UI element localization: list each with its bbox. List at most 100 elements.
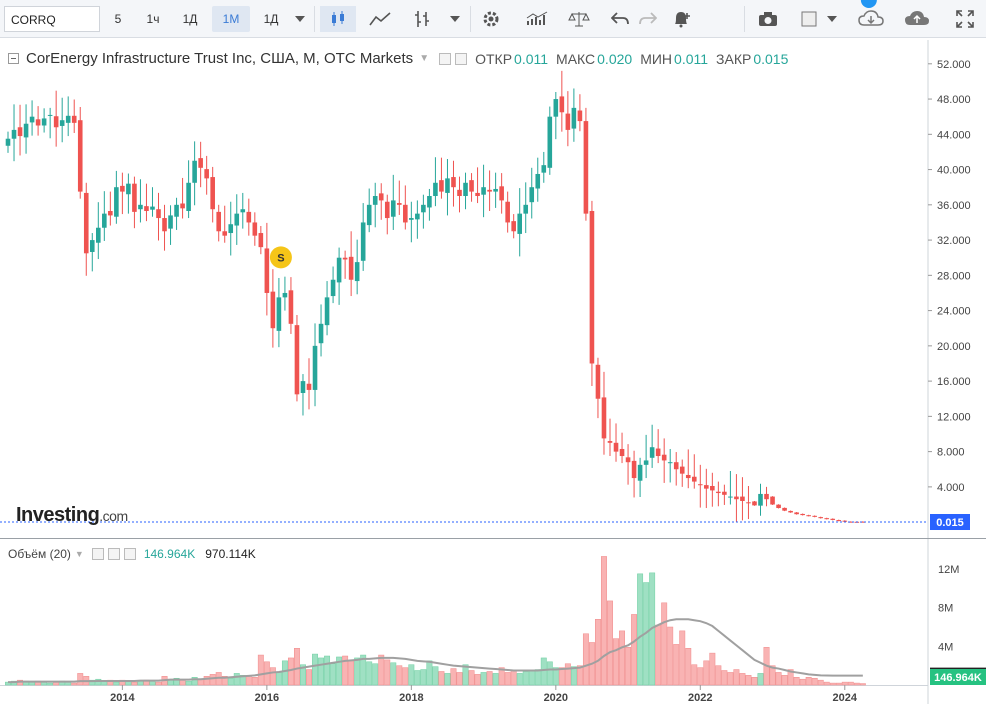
candle-body (246, 211, 252, 223)
candle-body (625, 457, 631, 463)
candle-body (517, 213, 522, 234)
volume-bar (853, 682, 860, 686)
chevron-down-icon[interactable] (822, 6, 842, 32)
candle-body (577, 110, 583, 122)
redo-icon[interactable] (634, 6, 662, 32)
eye-icon[interactable] (91, 548, 104, 560)
cloud-upload-icon[interactable] (898, 6, 936, 32)
gear-icon[interactable] (476, 6, 506, 32)
settings-icon[interactable] (455, 52, 468, 65)
candle-body (842, 520, 848, 522)
volume-bar (336, 656, 343, 686)
volume-bar (474, 674, 481, 686)
volume-bar (348, 660, 355, 686)
price-tick-label: 24.000 (937, 306, 971, 318)
dividend-marker[interactable] (860, 0, 877, 8)
volume-bar (155, 681, 162, 686)
close-value: 0.015 (753, 50, 789, 67)
candle-body (631, 460, 637, 479)
chevron-down-icon[interactable]: ▼ (74, 549, 84, 559)
volume-bar (546, 661, 553, 686)
candle-body (384, 201, 390, 219)
volume-bar (733, 669, 740, 686)
volume-bar (468, 670, 475, 686)
chevron-down-icon[interactable] (444, 6, 466, 32)
volume-bar (522, 671, 529, 686)
candle-body (818, 517, 823, 519)
candle-body (535, 173, 541, 189)
camera-icon[interactable] (752, 6, 784, 32)
interval-1h[interactable]: 1ч (146, 12, 160, 26)
volume-bar (221, 676, 228, 686)
candle-body (397, 203, 402, 205)
volume-bar (582, 633, 589, 686)
candle-body (463, 182, 468, 197)
candle-body (782, 507, 787, 511)
compare-icon[interactable] (562, 6, 596, 32)
split-marker[interactable] (269, 246, 292, 269)
candle-body (613, 442, 619, 452)
volume-bar (595, 619, 601, 686)
volume-bar (492, 673, 499, 686)
candle-body (710, 485, 715, 491)
candles-icon[interactable] (320, 6, 356, 32)
interval-dropdown[interactable]: 1Д (263, 12, 279, 26)
volume-bar (498, 667, 505, 686)
volume-bar (697, 667, 704, 686)
interval-1m[interactable]: 1М (212, 6, 250, 32)
candle-body (487, 189, 492, 192)
volume-bar (366, 661, 373, 686)
candle-body (372, 196, 378, 205)
candle-body (390, 200, 396, 217)
volume-bar (354, 657, 361, 686)
volume-bar (179, 679, 186, 686)
candle-body (234, 213, 240, 226)
cloud-download-icon[interactable] (852, 6, 890, 32)
candle-body (228, 224, 234, 234)
bars-icon[interactable] (404, 6, 440, 32)
candle-body (457, 189, 462, 197)
candle-body (722, 491, 727, 495)
undo-icon[interactable] (606, 6, 634, 32)
volume-bar (287, 657, 294, 686)
candle-body (788, 510, 793, 513)
interval-5[interactable]: 5 (114, 12, 122, 26)
chevron-down-icon[interactable] (290, 6, 310, 32)
candle-body (174, 204, 179, 217)
candle-body (685, 474, 691, 479)
chevron-down-icon[interactable]: ▼ (419, 53, 430, 64)
volume-value: 146.964K (143, 547, 196, 561)
indicators-icon[interactable] (520, 6, 554, 32)
volume-bar (330, 663, 337, 686)
eye-icon[interactable] (439, 52, 452, 65)
volume-bar (324, 655, 331, 686)
candle-body (469, 180, 474, 192)
candle-body (132, 183, 137, 212)
color-box-icon[interactable] (796, 6, 822, 32)
chart-toolbar: CORRQ 5 1ч 1Д 1М 1Д (0, 0, 986, 38)
volume-bar (191, 677, 198, 686)
settings-icon[interactable] (107, 548, 120, 560)
candle-body (366, 204, 372, 226)
collapse-icon[interactable] (8, 53, 19, 64)
line-chart-icon[interactable] (362, 6, 398, 32)
candle-body (252, 222, 258, 236)
volume-bar (378, 654, 385, 686)
candle-body (324, 297, 330, 326)
candle-body (282, 292, 288, 298)
volume-bar (444, 673, 451, 686)
alert-icon[interactable] (666, 6, 698, 32)
symbol-input[interactable]: CORRQ (4, 6, 100, 32)
price-tick-label: 40.000 (937, 165, 971, 177)
x-tick-label: 2024 (833, 692, 858, 704)
close-icon[interactable] (123, 548, 136, 560)
volume-bar (727, 672, 734, 686)
interval-1d[interactable]: 1Д (182, 12, 198, 26)
volume-bar (402, 667, 409, 686)
volume-ma-value: 970.114K (205, 547, 256, 561)
fullscreen-icon[interactable] (950, 6, 980, 32)
candle-body (499, 186, 504, 201)
close-label: ЗАКР (716, 50, 752, 67)
volume-bar (360, 654, 367, 686)
